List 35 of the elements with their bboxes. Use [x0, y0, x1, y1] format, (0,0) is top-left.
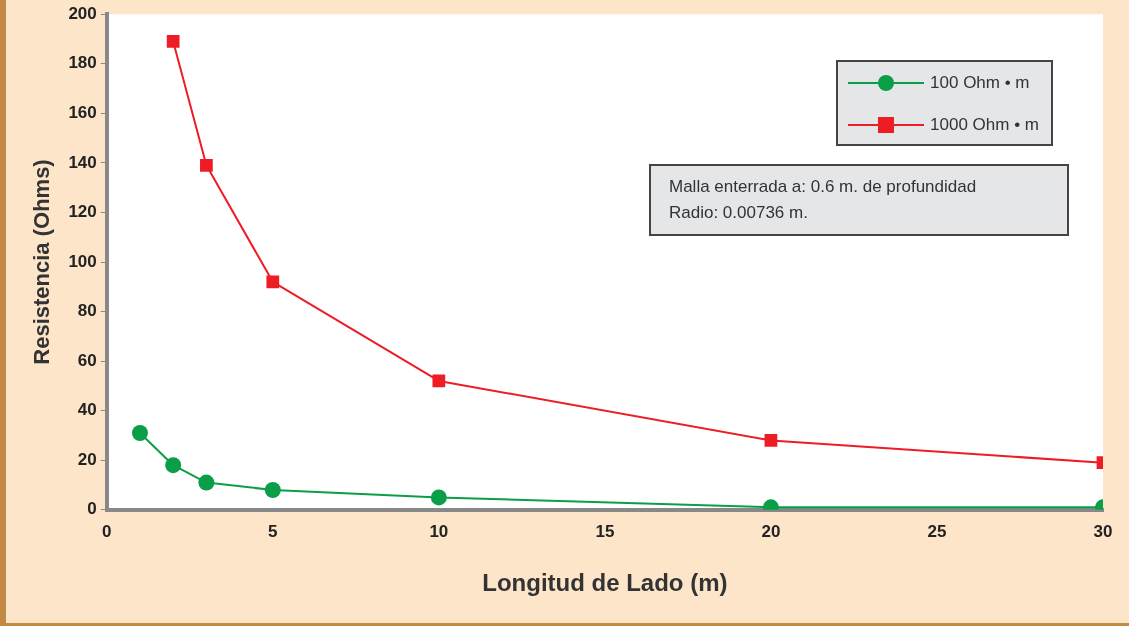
x-tick-label: 0: [102, 521, 112, 541]
point: [165, 457, 182, 474]
y-axis-title: Resistencia (Ohms): [29, 159, 55, 365]
y-tick-label: 140: [68, 152, 97, 172]
y-tick-label: 200: [68, 3, 97, 23]
note-box: Malla enterrada a: 0.6 m. de profundidad Radio: 0.00736 m.: [649, 164, 1069, 236]
annotation: Malla enterrada a: 0.6 m. de profundidad: [669, 176, 978, 198]
x-tick-label: 20: [761, 521, 781, 541]
point: [198, 474, 215, 491]
y-tick-label: 20: [77, 449, 97, 469]
point: [266, 275, 280, 289]
y-tick-label: 60: [77, 350, 97, 370]
point: [131, 424, 148, 441]
point: [200, 158, 213, 172]
x-tick-label: 30: [1093, 521, 1113, 541]
x-tick-label: 15: [595, 521, 615, 541]
x-tick-label: 25: [927, 521, 947, 541]
point: [166, 35, 180, 48]
legend-label: 100 Ohm • m: [930, 73, 1030, 93]
x-tick-label: 5: [268, 521, 278, 541]
y-tick-label: 0: [87, 499, 97, 519]
x-tick-label: 10: [429, 521, 449, 541]
y-tick-label: 120: [68, 202, 97, 222]
point: [764, 434, 778, 447]
y-tick-label: 100: [68, 251, 97, 271]
annotation: Radio: 0.00736 m.: [669, 202, 809, 224]
y-tick-label: 180: [68, 53, 97, 73]
y-tick-label: 80: [77, 301, 97, 321]
y-tick-label: 160: [68, 103, 97, 123]
point: [264, 481, 281, 498]
legend-label: 1000 Ohm • m: [930, 115, 1039, 135]
x-axis-title: Longitud de Lado (m): [482, 569, 728, 597]
point: [430, 489, 447, 506]
y-tick-label: 40: [77, 400, 97, 420]
point: [432, 374, 446, 388]
